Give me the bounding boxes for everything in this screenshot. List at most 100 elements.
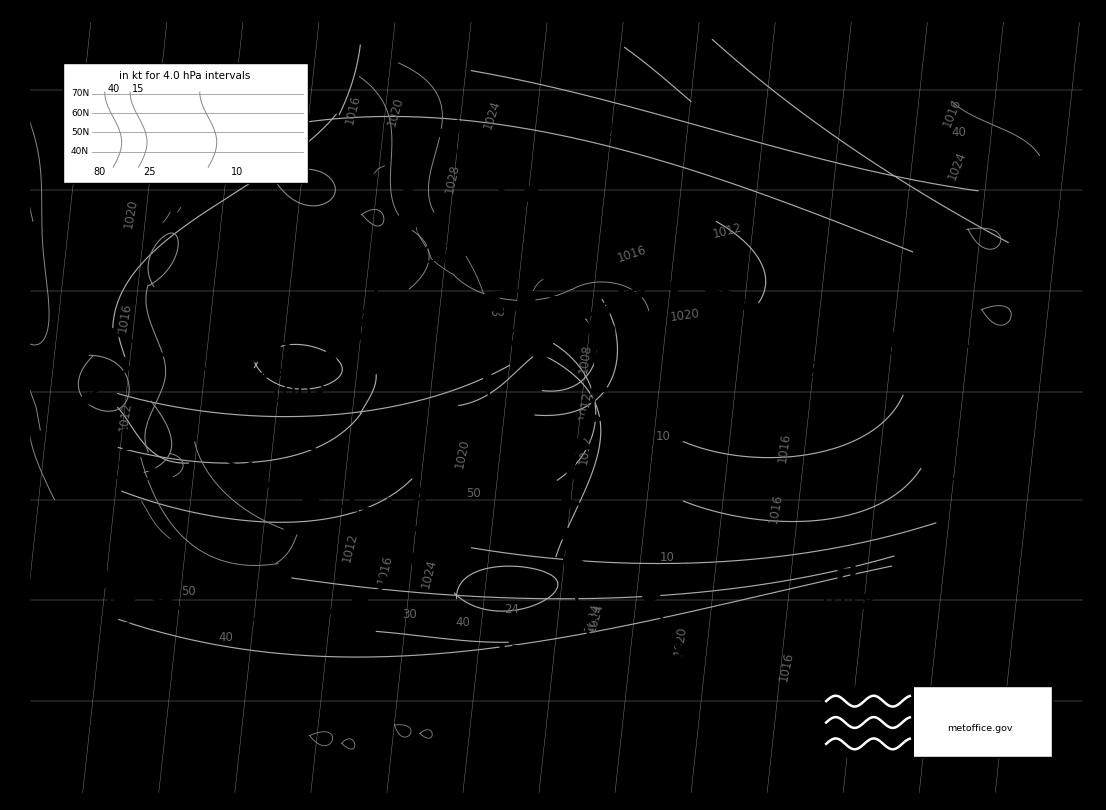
Polygon shape	[676, 646, 693, 655]
Polygon shape	[77, 392, 95, 406]
Polygon shape	[848, 344, 867, 364]
Text: 1020: 1020	[453, 437, 472, 469]
Text: 50N: 50N	[71, 128, 90, 137]
Polygon shape	[461, 143, 486, 160]
Bar	[822, 685, 914, 757]
Text: 1024: 1024	[583, 601, 603, 633]
Polygon shape	[487, 165, 511, 181]
Polygon shape	[275, 608, 292, 622]
Text: 25: 25	[143, 167, 155, 177]
Polygon shape	[383, 245, 404, 257]
Polygon shape	[49, 411, 66, 424]
Text: ×: ×	[502, 619, 517, 637]
Polygon shape	[643, 595, 660, 605]
Polygon shape	[124, 580, 142, 594]
Text: L: L	[119, 428, 137, 456]
Text: 1020: 1020	[669, 307, 700, 324]
Text: 1024: 1024	[481, 98, 503, 131]
Text: 1018: 1018	[816, 592, 876, 616]
Polygon shape	[101, 325, 118, 339]
Polygon shape	[352, 592, 367, 606]
Polygon shape	[739, 301, 751, 309]
Text: 1005: 1005	[98, 569, 158, 593]
Text: ×: ×	[199, 705, 211, 720]
Polygon shape	[705, 288, 720, 296]
Text: 10: 10	[659, 552, 674, 565]
Polygon shape	[483, 373, 500, 383]
Polygon shape	[568, 586, 589, 598]
Text: 1016: 1016	[776, 650, 795, 682]
Polygon shape	[561, 526, 581, 539]
Text: 1007: 1007	[394, 244, 453, 268]
Polygon shape	[884, 332, 904, 352]
Polygon shape	[246, 373, 263, 387]
Text: 1012: 1012	[577, 434, 594, 465]
Polygon shape	[565, 467, 586, 480]
Polygon shape	[400, 553, 420, 565]
Polygon shape	[112, 592, 136, 603]
Text: 30: 30	[403, 608, 417, 620]
Polygon shape	[577, 615, 597, 627]
Polygon shape	[565, 319, 581, 332]
Polygon shape	[343, 497, 358, 511]
Text: H: H	[961, 428, 984, 456]
Polygon shape	[431, 463, 450, 475]
Text: 1016: 1016	[343, 93, 363, 126]
Text: ×: ×	[969, 450, 983, 469]
Polygon shape	[133, 354, 150, 368]
Polygon shape	[171, 355, 188, 370]
Polygon shape	[780, 348, 797, 368]
Text: L: L	[415, 211, 432, 239]
Text: L: L	[289, 351, 305, 378]
Text: 10: 10	[656, 430, 671, 443]
Text: 1016: 1016	[940, 96, 963, 130]
Polygon shape	[574, 438, 594, 451]
Polygon shape	[666, 286, 682, 293]
Polygon shape	[499, 340, 513, 353]
Bar	[63, 63, 307, 183]
Text: 40N: 40N	[71, 147, 90, 156]
Text: 1008: 1008	[577, 343, 594, 375]
Polygon shape	[594, 352, 613, 365]
Text: 24: 24	[504, 603, 519, 616]
Polygon shape	[410, 524, 429, 535]
Text: 50: 50	[180, 585, 196, 598]
Polygon shape	[659, 620, 677, 630]
Polygon shape	[629, 290, 644, 299]
Polygon shape	[379, 575, 398, 589]
Text: 10: 10	[231, 167, 243, 177]
Text: 1005: 1005	[278, 461, 337, 484]
Polygon shape	[487, 346, 504, 356]
Polygon shape	[303, 490, 319, 505]
Text: 1028: 1028	[478, 677, 539, 701]
Text: 50: 50	[466, 487, 481, 500]
Polygon shape	[195, 604, 210, 619]
Text: 1028: 1028	[442, 163, 461, 194]
Text: 1006: 1006	[759, 360, 818, 384]
Polygon shape	[112, 671, 136, 684]
Polygon shape	[591, 382, 611, 394]
Text: 1020: 1020	[671, 625, 689, 656]
Polygon shape	[972, 330, 992, 349]
Text: H: H	[497, 645, 520, 672]
Polygon shape	[487, 399, 504, 410]
Text: in kt for 4.0 hPa intervals: in kt for 4.0 hPa intervals	[119, 70, 251, 80]
Polygon shape	[520, 292, 536, 313]
Text: 40: 40	[107, 84, 119, 95]
Text: L: L	[98, 676, 116, 703]
Polygon shape	[562, 497, 581, 509]
Polygon shape	[497, 321, 514, 331]
Text: 70N: 70N	[71, 89, 90, 99]
Polygon shape	[930, 322, 946, 343]
Polygon shape	[284, 367, 301, 382]
Text: 1024: 1024	[946, 149, 969, 182]
Polygon shape	[102, 649, 127, 659]
Text: 999: 999	[602, 322, 647, 346]
Polygon shape	[316, 603, 332, 617]
Polygon shape	[551, 304, 573, 322]
Polygon shape	[437, 120, 461, 136]
Polygon shape	[320, 352, 338, 366]
Polygon shape	[157, 595, 173, 609]
Text: L: L	[616, 288, 634, 317]
Text: 1016: 1016	[775, 432, 792, 463]
